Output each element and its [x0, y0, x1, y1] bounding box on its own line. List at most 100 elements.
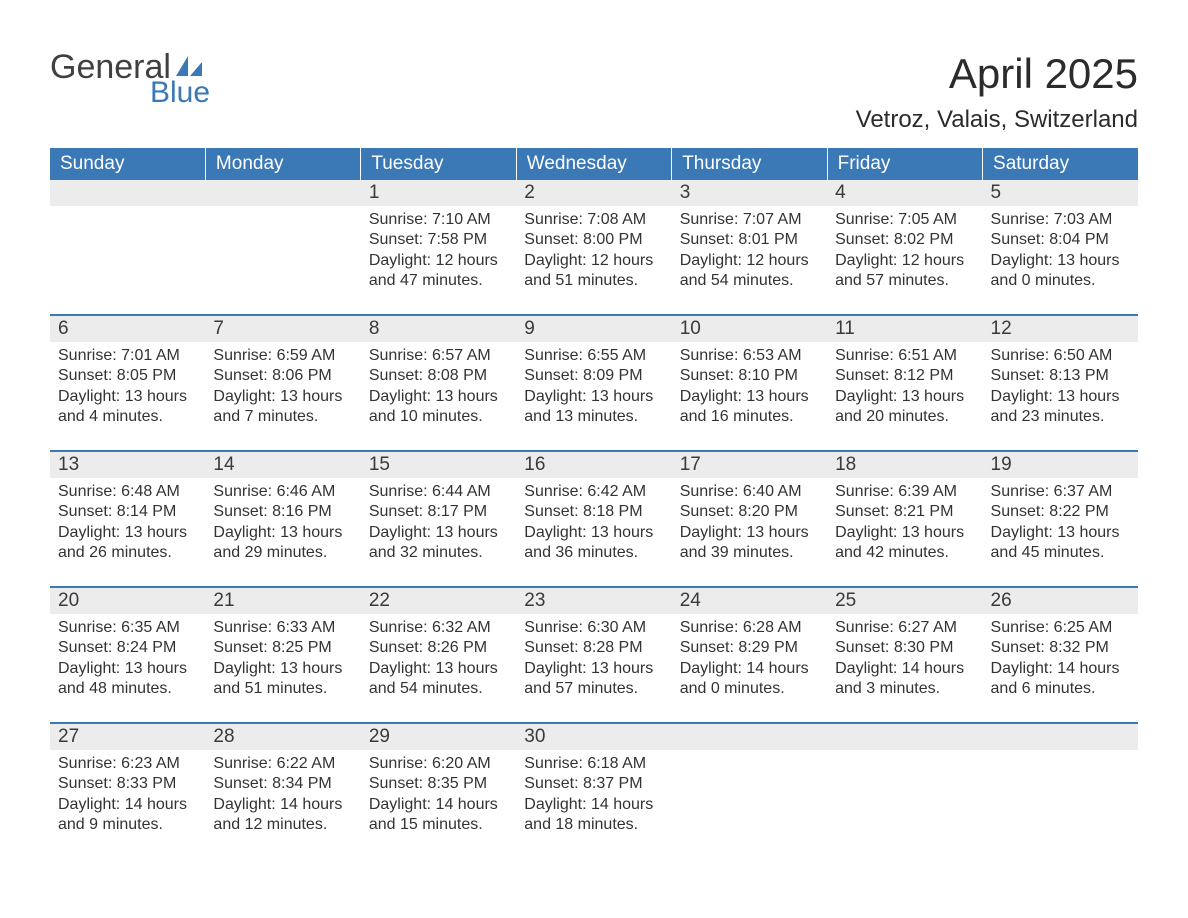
day-cell: 12Sunrise: 6:50 AMSunset: 8:13 PMDayligh…	[983, 315, 1138, 451]
day-cell: 29Sunrise: 6:20 AMSunset: 8:35 PMDayligh…	[361, 723, 516, 858]
sunset-line: Sunset: 8:26 PM	[369, 638, 508, 658]
day-cell	[827, 723, 982, 858]
day-cell	[672, 723, 827, 858]
sunset-line: Sunset: 8:06 PM	[213, 366, 352, 386]
day-number: 8	[361, 316, 516, 342]
sunrise-line: Sunrise: 7:03 AM	[991, 210, 1130, 230]
day-body: Sunrise: 6:55 AMSunset: 8:09 PMDaylight:…	[516, 342, 671, 450]
sunrise-line: Sunrise: 6:25 AM	[991, 618, 1130, 638]
day-body: Sunrise: 6:32 AMSunset: 8:26 PMDaylight:…	[361, 614, 516, 722]
calendar-table: Sunday Monday Tuesday Wednesday Thursday…	[50, 148, 1138, 858]
day-body: Sunrise: 6:57 AMSunset: 8:08 PMDaylight:…	[361, 342, 516, 450]
day-body: Sunrise: 6:59 AMSunset: 8:06 PMDaylight:…	[205, 342, 360, 450]
day-header: Tuesday	[361, 148, 516, 180]
sunrise-line: Sunrise: 6:32 AM	[369, 618, 508, 638]
day-number: 5	[983, 180, 1138, 206]
day-cell: 21Sunrise: 6:33 AMSunset: 8:25 PMDayligh…	[205, 587, 360, 723]
week-row: 13Sunrise: 6:48 AMSunset: 8:14 PMDayligh…	[50, 451, 1138, 587]
sunrise-line: Sunrise: 6:59 AM	[213, 346, 352, 366]
day-cell: 10Sunrise: 6:53 AMSunset: 8:10 PMDayligh…	[672, 315, 827, 451]
daylight-line: Daylight: 13 hours and 45 minutes.	[991, 523, 1130, 564]
sunset-line: Sunset: 8:00 PM	[524, 230, 663, 250]
daylight-line: Daylight: 13 hours and 0 minutes.	[991, 251, 1130, 292]
sunset-line: Sunset: 8:14 PM	[58, 502, 197, 522]
day-cell: 30Sunrise: 6:18 AMSunset: 8:37 PMDayligh…	[516, 723, 671, 858]
sunrise-line: Sunrise: 6:20 AM	[369, 754, 508, 774]
month-title: April 2025	[856, 50, 1138, 98]
day-header: Thursday	[672, 148, 827, 180]
daylight-line: Daylight: 12 hours and 47 minutes.	[369, 251, 508, 292]
sunrise-line: Sunrise: 6:33 AM	[213, 618, 352, 638]
sunset-line: Sunset: 8:30 PM	[835, 638, 974, 658]
sunset-line: Sunset: 8:21 PM	[835, 502, 974, 522]
daylight-line: Daylight: 13 hours and 42 minutes.	[835, 523, 974, 564]
daylight-line: Daylight: 13 hours and 10 minutes.	[369, 387, 508, 428]
daylight-line: Daylight: 13 hours and 23 minutes.	[991, 387, 1130, 428]
day-cell	[50, 180, 205, 315]
day-number: 25	[827, 588, 982, 614]
day-cell: 19Sunrise: 6:37 AMSunset: 8:22 PMDayligh…	[983, 451, 1138, 587]
day-number: 29	[361, 724, 516, 750]
day-cell: 24Sunrise: 6:28 AMSunset: 8:29 PMDayligh…	[672, 587, 827, 723]
day-body	[827, 750, 982, 858]
sunrise-line: Sunrise: 6:53 AM	[680, 346, 819, 366]
daylight-line: Daylight: 13 hours and 57 minutes.	[524, 659, 663, 700]
day-cell: 9Sunrise: 6:55 AMSunset: 8:09 PMDaylight…	[516, 315, 671, 451]
sunset-line: Sunset: 8:20 PM	[680, 502, 819, 522]
week-row: 6Sunrise: 7:01 AMSunset: 8:05 PMDaylight…	[50, 315, 1138, 451]
daylight-line: Daylight: 14 hours and 6 minutes.	[991, 659, 1130, 700]
day-cell: 1Sunrise: 7:10 AMSunset: 7:58 PMDaylight…	[361, 180, 516, 315]
sunrise-line: Sunrise: 6:44 AM	[369, 482, 508, 502]
day-cell: 18Sunrise: 6:39 AMSunset: 8:21 PMDayligh…	[827, 451, 982, 587]
day-number: 28	[205, 724, 360, 750]
daylight-line: Daylight: 12 hours and 51 minutes.	[524, 251, 663, 292]
day-number	[205, 180, 360, 206]
day-number: 3	[672, 180, 827, 206]
day-cell: 17Sunrise: 6:40 AMSunset: 8:20 PMDayligh…	[672, 451, 827, 587]
sunrise-line: Sunrise: 6:40 AM	[680, 482, 819, 502]
day-number	[672, 724, 827, 750]
sunset-line: Sunset: 8:10 PM	[680, 366, 819, 386]
day-cell: 8Sunrise: 6:57 AMSunset: 8:08 PMDaylight…	[361, 315, 516, 451]
day-header-row: Sunday Monday Tuesday Wednesday Thursday…	[50, 148, 1138, 180]
sunrise-line: Sunrise: 6:46 AM	[213, 482, 352, 502]
day-cell: 16Sunrise: 6:42 AMSunset: 8:18 PMDayligh…	[516, 451, 671, 587]
sunrise-line: Sunrise: 6:23 AM	[58, 754, 197, 774]
sunset-line: Sunset: 8:25 PM	[213, 638, 352, 658]
daylight-line: Daylight: 13 hours and 13 minutes.	[524, 387, 663, 428]
day-number: 11	[827, 316, 982, 342]
sunset-line: Sunset: 8:18 PM	[524, 502, 663, 522]
day-cell: 4Sunrise: 7:05 AMSunset: 8:02 PMDaylight…	[827, 180, 982, 315]
day-body: Sunrise: 6:50 AMSunset: 8:13 PMDaylight:…	[983, 342, 1138, 450]
day-body: Sunrise: 6:35 AMSunset: 8:24 PMDaylight:…	[50, 614, 205, 722]
daylight-line: Daylight: 13 hours and 39 minutes.	[680, 523, 819, 564]
day-body: Sunrise: 6:42 AMSunset: 8:18 PMDaylight:…	[516, 478, 671, 586]
week-row: 20Sunrise: 6:35 AMSunset: 8:24 PMDayligh…	[50, 587, 1138, 723]
day-body: Sunrise: 7:03 AMSunset: 8:04 PMDaylight:…	[983, 206, 1138, 314]
day-number: 18	[827, 452, 982, 478]
sunset-line: Sunset: 8:17 PM	[369, 502, 508, 522]
sunrise-line: Sunrise: 6:55 AM	[524, 346, 663, 366]
daylight-line: Daylight: 13 hours and 36 minutes.	[524, 523, 663, 564]
daylight-line: Daylight: 13 hours and 7 minutes.	[213, 387, 352, 428]
day-number: 2	[516, 180, 671, 206]
daylight-line: Daylight: 13 hours and 32 minutes.	[369, 523, 508, 564]
sunset-line: Sunset: 8:28 PM	[524, 638, 663, 658]
day-number: 12	[983, 316, 1138, 342]
day-number: 9	[516, 316, 671, 342]
daylight-line: Daylight: 14 hours and 3 minutes.	[835, 659, 974, 700]
daylight-line: Daylight: 13 hours and 4 minutes.	[58, 387, 197, 428]
day-number: 14	[205, 452, 360, 478]
week-row: 1Sunrise: 7:10 AMSunset: 7:58 PMDaylight…	[50, 180, 1138, 315]
day-number: 23	[516, 588, 671, 614]
day-body: Sunrise: 6:28 AMSunset: 8:29 PMDaylight:…	[672, 614, 827, 722]
day-cell	[983, 723, 1138, 858]
day-number: 21	[205, 588, 360, 614]
day-cell	[205, 180, 360, 315]
sunset-line: Sunset: 8:37 PM	[524, 774, 663, 794]
daylight-line: Daylight: 13 hours and 54 minutes.	[369, 659, 508, 700]
day-body: Sunrise: 6:33 AMSunset: 8:25 PMDaylight:…	[205, 614, 360, 722]
day-body: Sunrise: 7:05 AMSunset: 8:02 PMDaylight:…	[827, 206, 982, 314]
day-cell: 26Sunrise: 6:25 AMSunset: 8:32 PMDayligh…	[983, 587, 1138, 723]
day-body	[205, 206, 360, 314]
